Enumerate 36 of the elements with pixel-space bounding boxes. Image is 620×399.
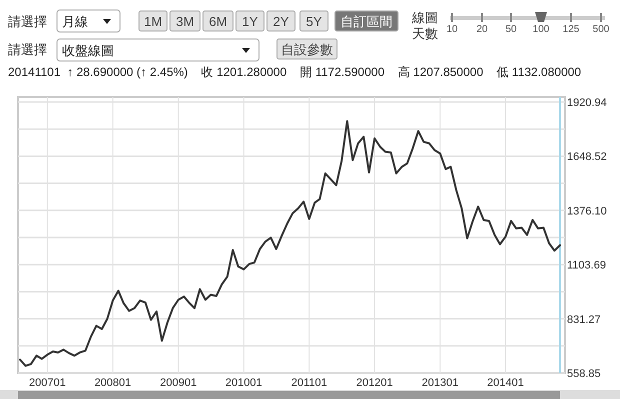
y-tick-label: 831.27 [567, 314, 601, 326]
chart-subtitle: 20141101 ↑ 28.690000 (↑ 2.45%) 收 1201.280000 開 1172.590000 高 1207.850000 低 1132.080000 [8, 65, 582, 79]
text: 1Y [242, 14, 258, 29]
x-tick-label: 201301 [422, 377, 458, 389]
text: 20 [476, 24, 488, 35]
text: 500 [592, 24, 610, 35]
text: 請選擇 [8, 14, 47, 29]
text: 6M [208, 14, 228, 29]
text: 自訂區間 [340, 14, 392, 29]
y-tick-label: 1648.52 [567, 151, 607, 164]
text: 10 [446, 24, 458, 35]
y-tick-label: 1920.94 [567, 97, 607, 109]
text: 請選擇 [8, 42, 47, 57]
text: 5Y [306, 14, 322, 29]
text: 100 [532, 24, 550, 35]
text: 50 [505, 24, 517, 35]
x-tick-label: 200701 [29, 377, 66, 389]
x-tick-label: 201101 [291, 377, 328, 389]
x-tick-label: 201401 [487, 377, 524, 389]
y-tick-label: 1103.69 [567, 260, 606, 272]
y-tick-label: 558.85 [567, 368, 601, 380]
y-tick-label: 1376.10 [567, 205, 607, 218]
x-tick-label: 201001 [225, 377, 262, 389]
x-tick-label: 200801 [94, 377, 132, 389]
text: 月線 [62, 14, 88, 29]
text: 3M [176, 14, 194, 29]
line-series [19, 120, 561, 367]
text: 收盤線圖 [62, 43, 114, 58]
text: 自設參數 [281, 42, 333, 57]
text: 125 [562, 24, 580, 35]
x-tick-label: 200901 [160, 377, 197, 389]
text: 線圖 [411, 10, 438, 25]
x-tick-label: 201201 [356, 377, 393, 389]
text: 2Y [273, 14, 290, 29]
text: 1M [144, 14, 162, 29]
text: 天數 [412, 26, 438, 41]
